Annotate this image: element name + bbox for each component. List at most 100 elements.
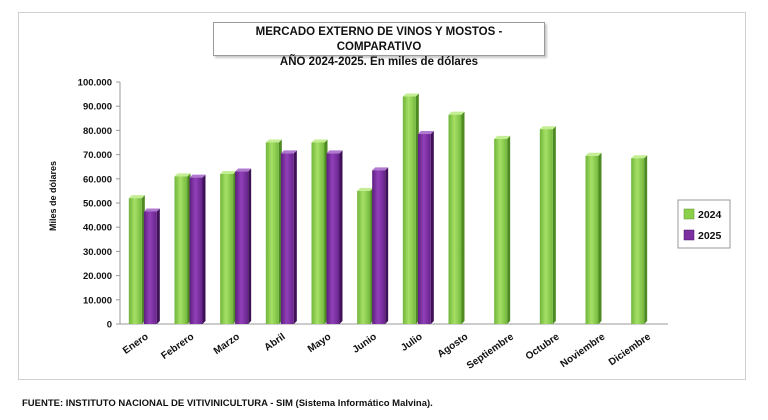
bar-2024-diciembre	[631, 155, 648, 324]
y-tick-label: 20.000	[83, 271, 112, 282]
bar-top	[372, 167, 389, 171]
bar-front	[174, 176, 188, 324]
bar-top	[402, 93, 419, 97]
y-tick-label: 0	[107, 320, 112, 331]
y-axis-label: Miles de dólares	[48, 161, 58, 231]
y-tick-label: 70.000	[83, 150, 112, 161]
bar-2025-abril	[280, 150, 297, 324]
bar-front	[128, 198, 142, 324]
x-tick-label: Octubre	[524, 331, 562, 362]
bar-front	[448, 114, 462, 324]
legend-label-2024: 2024	[698, 209, 722, 221]
bar-top	[265, 139, 282, 143]
bar-front	[357, 190, 371, 324]
y-tick-label: 90.000	[83, 102, 112, 113]
legend-swatch-2025	[683, 229, 695, 241]
y-tick-label: 50.000	[83, 199, 112, 210]
x-tick-label: Junio	[351, 331, 379, 355]
bar-2024-abril	[265, 139, 282, 324]
bar-side	[293, 150, 297, 324]
bar-side	[339, 150, 343, 324]
bar-top	[128, 195, 145, 199]
bar-top	[417, 131, 434, 135]
bar-2024-septiembre	[494, 135, 511, 324]
bar-top	[220, 170, 237, 174]
bar-side	[248, 168, 252, 324]
chart-title-box: MERCADO EXTERNO DE VINOS Y MOSTOS - COMP…	[213, 22, 545, 68]
legend: 2024 2025	[677, 199, 731, 249]
bar-2024-mayo	[311, 139, 328, 324]
bar-front	[143, 211, 157, 324]
bar-top	[235, 168, 252, 172]
y-tick-label: 100.000	[78, 78, 112, 89]
bar-top	[311, 139, 328, 143]
bar-front	[265, 142, 279, 324]
bar-side	[644, 155, 648, 324]
x-tick-label: Febrero	[159, 331, 196, 361]
bar-2024-enero	[128, 195, 145, 324]
x-tick-label: Abril	[263, 331, 288, 353]
chart-title-line2: AÑO 2024-2025. En miles de dólares	[279, 56, 479, 68]
x-tick-label: Mayo	[306, 331, 333, 355]
x-tick-label: Marzo	[212, 331, 242, 357]
bar-side	[507, 135, 511, 324]
bar-front	[311, 142, 325, 324]
bar-2025-febrero	[189, 174, 206, 324]
y-tick-label: 80.000	[83, 126, 112, 137]
bar-side	[385, 167, 389, 324]
bar-2025-mayo	[326, 150, 343, 324]
bar-2024-octubre	[539, 126, 556, 324]
chart-title-line1: MERCADO EXTERNO DE VINOS Y MOSTOS - COMP…	[255, 26, 503, 53]
bar-side	[430, 131, 434, 324]
bar-front	[402, 96, 416, 325]
x-tick-label: Septiembre	[465, 331, 516, 372]
bar-front	[280, 153, 294, 324]
x-tick-label: Agosto	[436, 331, 471, 360]
bar-front	[417, 134, 431, 324]
y-tick-label: 60.000	[83, 174, 112, 185]
x-tick-label: Enero	[121, 331, 151, 356]
source-footnote: FUENTE: INSTITUTO NACIONAL DE VITIVINICU…	[22, 398, 433, 409]
bar-2025-julio	[417, 131, 434, 324]
bar-side	[202, 174, 206, 324]
bar-top	[631, 155, 648, 159]
x-tick-label: Noviembre	[559, 331, 608, 370]
bar-side	[156, 208, 160, 324]
bar-top	[326, 150, 343, 154]
bar-top	[189, 174, 206, 178]
bar-front	[326, 153, 340, 324]
x-tick-label: Diciembre	[607, 331, 653, 368]
bar-front	[585, 155, 599, 324]
y-tick-label: 30.000	[83, 247, 112, 258]
bar-top	[143, 208, 160, 212]
bar-front	[539, 129, 553, 324]
bar-front	[189, 177, 203, 324]
bar-2025-marzo	[235, 168, 252, 324]
bar-front	[631, 158, 645, 324]
bar-2024-febrero	[174, 173, 191, 324]
x-tick-label: Julio	[399, 331, 424, 353]
bar-2024-noviembre	[585, 152, 602, 324]
bar-top	[357, 187, 374, 191]
y-tick-label: 40.000	[83, 223, 112, 234]
bar-2025-enero	[143, 208, 160, 324]
bar-front	[372, 170, 386, 324]
bar-2024-agosto	[448, 111, 465, 324]
bar-front	[235, 171, 249, 324]
y-tick-label: 10.000	[83, 295, 112, 306]
bar-side	[552, 126, 556, 324]
bar-side	[461, 111, 465, 324]
bar-top	[448, 111, 465, 115]
bar-2024-julio	[402, 93, 419, 325]
legend-swatch-2024	[683, 208, 695, 220]
bar-top	[585, 152, 602, 156]
bar-2024-marzo	[220, 170, 237, 324]
bar-front	[220, 173, 234, 324]
bar-2024-junio	[357, 187, 374, 324]
bar-top	[174, 173, 191, 177]
bar-top	[539, 126, 556, 130]
bar-front	[494, 138, 508, 324]
legend-label-2025: 2025	[698, 230, 722, 242]
bar-2025-junio	[372, 167, 389, 324]
